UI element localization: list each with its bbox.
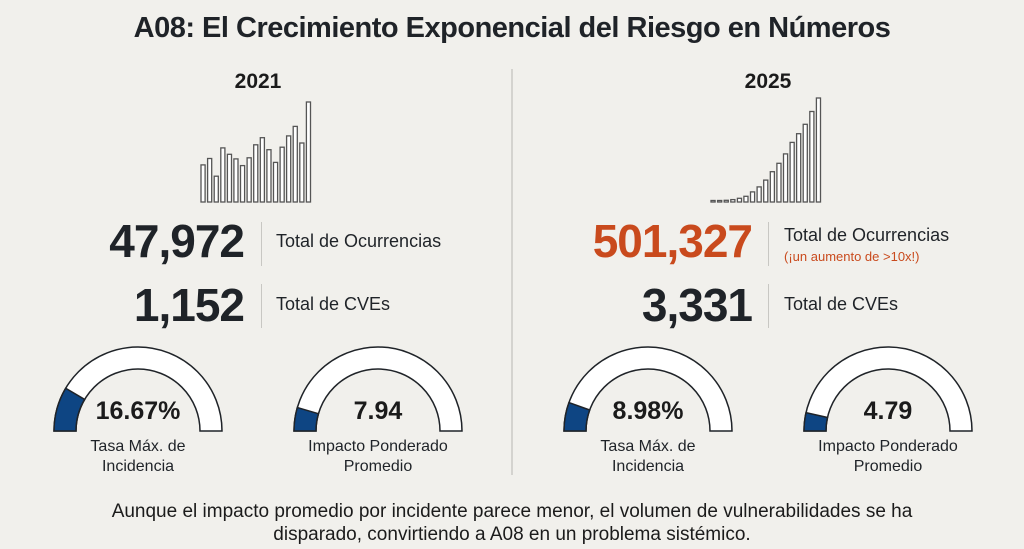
sparkline-bar xyxy=(802,123,808,203)
sparkline-bar xyxy=(756,186,762,203)
gauge-label-line1: Impacto Ponderado xyxy=(308,438,448,455)
gauge-track xyxy=(293,346,463,432)
sparkline-bar xyxy=(795,133,802,203)
sparkline-bar xyxy=(763,179,769,203)
gauge-fill xyxy=(293,406,320,432)
sparkline-bar xyxy=(285,135,292,203)
sparkline-bar xyxy=(200,164,206,203)
gauge-label-line1: Tasa Máx. de xyxy=(600,438,696,455)
sparkline-bar xyxy=(266,149,272,203)
sparkline-bar xyxy=(736,197,743,203)
sparkline-2021 xyxy=(200,101,312,203)
sparkline-bar xyxy=(789,141,795,203)
cves-value: 3,331 xyxy=(641,279,753,331)
sparkline-bar xyxy=(809,110,815,203)
gauge-label-line1: Impacto Ponderado xyxy=(818,438,958,455)
cves-value: 1,152 xyxy=(133,279,245,331)
sparkline-bar xyxy=(815,97,822,203)
gauge-label-line2: Promedio xyxy=(343,458,413,475)
sparkline-bar xyxy=(233,158,239,203)
footer-caption: Aunque el impacto promedio por incidente… xyxy=(0,500,1024,546)
occurrences-increase-note: (¡un aumento de >10x!) xyxy=(784,249,920,264)
sparkline-bar xyxy=(716,199,723,203)
footer-line2: disparado, convirtiendo a A08 en un prob… xyxy=(273,524,751,545)
sparkline-bar xyxy=(220,147,226,203)
sparkline-bar xyxy=(730,198,736,203)
sparkline-bar xyxy=(776,162,782,203)
panel-divider xyxy=(511,69,513,475)
gauge-weighted-impact xyxy=(803,346,973,432)
gauge-value: 8.98% xyxy=(612,397,684,425)
gauge-fill xyxy=(803,411,829,432)
gauge-label-line1: Tasa Máx. de xyxy=(90,438,186,455)
sparkline-bar xyxy=(253,144,259,203)
sparkline-bar xyxy=(213,175,219,203)
gauge-track xyxy=(53,346,223,432)
gauge-value: 16.67% xyxy=(95,397,181,425)
gauge-label: Tasa Máx. de Incidencia xyxy=(548,437,748,477)
sparkline-bar xyxy=(206,157,213,203)
sparkline-bar xyxy=(246,157,252,203)
gauge-label: Impacto Ponderado Promedio xyxy=(278,437,478,477)
occurrences-label: Total de Ocurrencias xyxy=(276,231,442,251)
gauge-fill xyxy=(53,387,86,432)
sparkline-bar xyxy=(239,164,246,203)
sparkline-bar xyxy=(710,199,716,203)
sparkline-bar xyxy=(749,191,756,203)
separator xyxy=(768,284,769,328)
cves-label: Total de CVEs xyxy=(784,294,899,314)
gauge-track xyxy=(563,346,733,432)
sparkline-bar xyxy=(259,137,266,203)
gauge-weighted-impact xyxy=(293,346,463,432)
gauge-incidence-rate xyxy=(53,346,223,432)
sparkline-bar xyxy=(272,161,279,203)
year-label: 2021 xyxy=(234,70,282,93)
separator xyxy=(261,222,262,266)
footer-line1: Aunque el impacto promedio por incidente… xyxy=(111,501,913,522)
gauge-track xyxy=(803,346,973,432)
gauge-value: 7.94 xyxy=(353,397,403,425)
sparkline-bar xyxy=(769,171,776,203)
sparkline-2025 xyxy=(710,97,822,203)
occurrences-label: Total de Ocurrencias xyxy=(784,225,950,245)
gauge-incidence-rate xyxy=(563,346,733,432)
occurrences-value: 47,972 xyxy=(109,215,245,267)
sparkline-bar xyxy=(226,153,233,203)
sparkline-bar xyxy=(279,146,285,203)
sparkline-bar xyxy=(299,142,305,203)
separator xyxy=(768,222,769,266)
sparkline-bar xyxy=(305,101,312,203)
gauge-label-line2: Incidencia xyxy=(611,458,685,475)
gauge-label: Tasa Máx. de Incidencia xyxy=(38,437,238,477)
page-title: A08: El Crecimiento Exponencial del Ries… xyxy=(133,12,891,44)
sparkline-bar xyxy=(723,199,729,203)
year-label: 2025 xyxy=(744,70,792,93)
sparkline-bar xyxy=(782,153,789,203)
gauge-value: 4.79 xyxy=(863,397,913,425)
cves-label: Total de CVEs xyxy=(276,294,391,314)
sparkline-bar xyxy=(743,195,749,203)
gauge-label-line2: Incidencia xyxy=(101,458,175,475)
separator xyxy=(261,284,262,328)
sparkline-bar xyxy=(292,125,298,203)
occurrences-value: 501,327 xyxy=(592,215,753,267)
gauge-label: Impacto Ponderado Promedio xyxy=(788,437,988,477)
gauge-fill xyxy=(563,401,591,432)
gauge-label-line2: Promedio xyxy=(853,458,923,475)
